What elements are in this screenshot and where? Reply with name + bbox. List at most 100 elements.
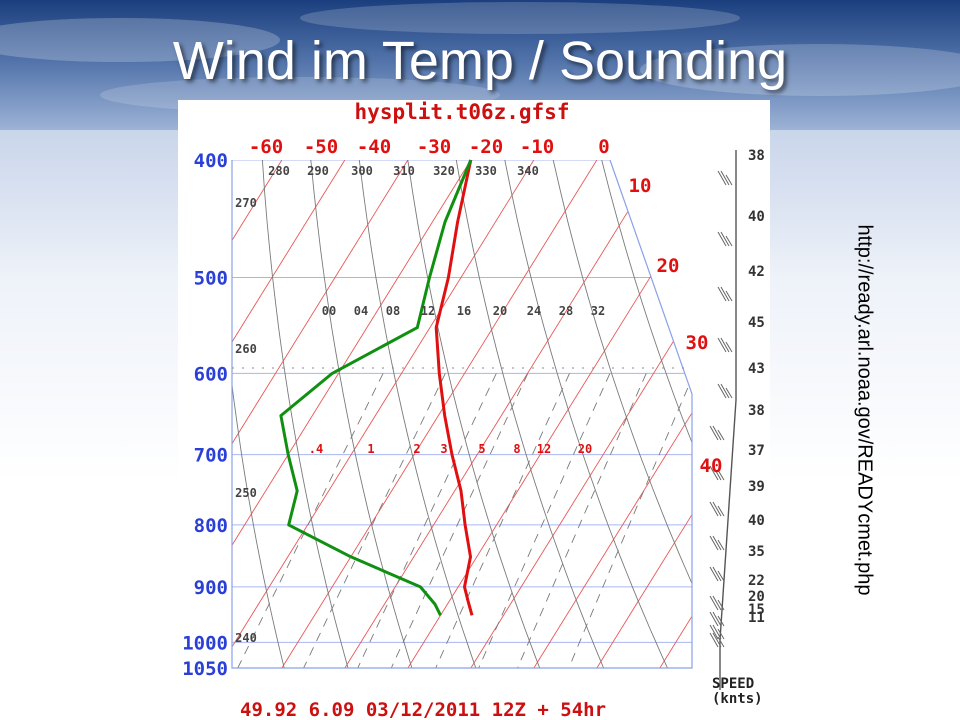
potential-temperature-label: 340: [517, 164, 539, 178]
mixing-ratio-line: [390, 373, 529, 668]
pressure-label: 700: [194, 445, 228, 467]
pressure-label: 600: [194, 363, 228, 385]
wind-barb: [717, 383, 733, 399]
isotherm-label-right: 40: [700, 455, 723, 477]
dry-adiabat-line: [407, 160, 541, 668]
wind-speed-label: 39: [748, 479, 765, 495]
potential-temperature-label: 300: [351, 164, 373, 178]
isotherm-label-right: 20: [657, 255, 680, 277]
mixing-ratio-label-lower: 12: [537, 442, 551, 456]
dry-adiabat-line: [310, 160, 413, 668]
dry-adiabat-line: [552, 160, 692, 668]
mixing-ratio-line: [517, 373, 647, 668]
mixing-ratio-line: [237, 373, 384, 668]
mixing-ratio-label-upper: 32: [591, 304, 605, 318]
isotherm-line: [232, 160, 472, 668]
dry-adiabat-line: [504, 160, 668, 668]
chart-outline: [231, 159, 693, 669]
potential-temperature-label: 310: [393, 164, 415, 178]
wind-barb: [709, 611, 725, 627]
potential-temperature-label: 320: [433, 164, 455, 178]
potential-temperature-label: 330: [475, 164, 497, 178]
wind-barb: [709, 566, 725, 582]
isotherm-line: [533, 160, 692, 668]
chart-title: hysplit.t06z.gfsf: [355, 100, 570, 124]
mixing-ratio-label-upper: 28: [559, 304, 573, 318]
dry-adiabat-line: [358, 160, 477, 668]
mixing-ratio-line: [357, 373, 497, 668]
wind-barb: [709, 465, 725, 481]
wind-barb: [709, 595, 725, 611]
wind-speed-unit: (knts): [712, 691, 763, 707]
slide-title: Wind im Temp / Sounding: [172, 31, 788, 91]
mixing-ratio-label-upper: 00: [322, 304, 336, 318]
wind-speed-label: 11: [748, 610, 765, 626]
mixing-ratio-label-lower: 8: [513, 442, 520, 456]
mixing-ratio-line: [435, 373, 570, 668]
wind-barb: [717, 286, 733, 302]
isotherm-label-top: 0: [598, 136, 609, 158]
source-url: http://ready.arl.noaa.gov/READYcmet.php: [853, 224, 876, 596]
pressure-label: 500: [194, 267, 228, 289]
isotherm-line: [0, 160, 93, 668]
dry-adiabat-line: [66, 160, 93, 668]
isotherm-label-right: 30: [686, 332, 709, 354]
wind-speed-label: 43: [748, 361, 765, 377]
wind-speed-label: 37: [748, 443, 765, 459]
wind-speed-label: 20: [748, 589, 765, 605]
grid-lines: [0, 160, 692, 668]
potential-temperature-label: 290: [307, 164, 329, 178]
pressure-label: 1000: [182, 632, 228, 654]
pressure-label: 800: [194, 515, 228, 537]
dry-adiabat-line: [455, 160, 605, 668]
wind-barb: [709, 535, 725, 551]
isotherm-line: [281, 160, 598, 668]
dry-adiabat-line: [232, 160, 285, 668]
wind-speed-label: 38: [748, 148, 765, 164]
pressure-label: 900: [194, 577, 228, 599]
isotherm-line: [0, 160, 30, 668]
wind-barb: [709, 501, 725, 517]
dry-adiabat-line: [601, 160, 692, 668]
mixing-ratio-label-upper: 08: [386, 304, 400, 318]
isotherm-label-top: -20: [469, 136, 503, 158]
isotherm-label-top: -30: [417, 136, 451, 158]
isotherm-line: [232, 160, 346, 668]
mixing-ratio-label-lower: 1: [367, 442, 374, 456]
wind-speed-label: 38: [748, 403, 765, 419]
isotherm-line: [232, 160, 409, 668]
mixing-ratio-line: [303, 373, 446, 668]
mixing-ratio-label-upper: 12: [421, 304, 435, 318]
potential-temperature-label-left: 250: [235, 486, 257, 500]
dewpoint-profile-line: [279, 159, 473, 616]
potential-temperature-label: 280: [268, 164, 290, 178]
mixing-ratio-label-upper: 16: [457, 304, 471, 318]
temperature-profile-line: [434, 159, 474, 616]
wind-barb: [709, 624, 725, 640]
mixing-ratio-label-upper: 20: [493, 304, 507, 318]
chart-panel: [178, 100, 770, 720]
dry-adiabat-line: [117, 160, 157, 668]
mixing-ratio-label-lower: .4: [309, 442, 323, 456]
mixing-ratio-label-upper: 24: [527, 304, 541, 318]
mixing-ratio-line: [478, 373, 611, 668]
isotherm-line: [0, 160, 156, 668]
potential-temperature-label-left: 240: [235, 631, 257, 645]
wind-speed-label: 40: [748, 209, 765, 225]
isotherm-label-top: -60: [249, 136, 283, 158]
chart-footer: 49.92 6.09 03/12/2011 12Z + 54hr: [240, 699, 606, 720]
wind-speed-label: 22: [748, 573, 765, 589]
wind-barb: [717, 231, 733, 247]
mixing-ratio-label-lower: 2: [413, 442, 420, 456]
wind-speed-label: 42: [748, 264, 765, 280]
dry-adiabat-line: [261, 160, 349, 668]
wind-barb: [709, 632, 725, 648]
pressure-label: 400: [194, 150, 228, 172]
isotherm-label-top: -40: [357, 136, 391, 158]
potential-temperature-label-left: 270: [235, 196, 257, 210]
isotherm-label-top: -50: [304, 136, 338, 158]
wind-barb: [717, 170, 733, 186]
wind-staff-line: [719, 150, 737, 690]
isotherm-line: [470, 160, 692, 668]
